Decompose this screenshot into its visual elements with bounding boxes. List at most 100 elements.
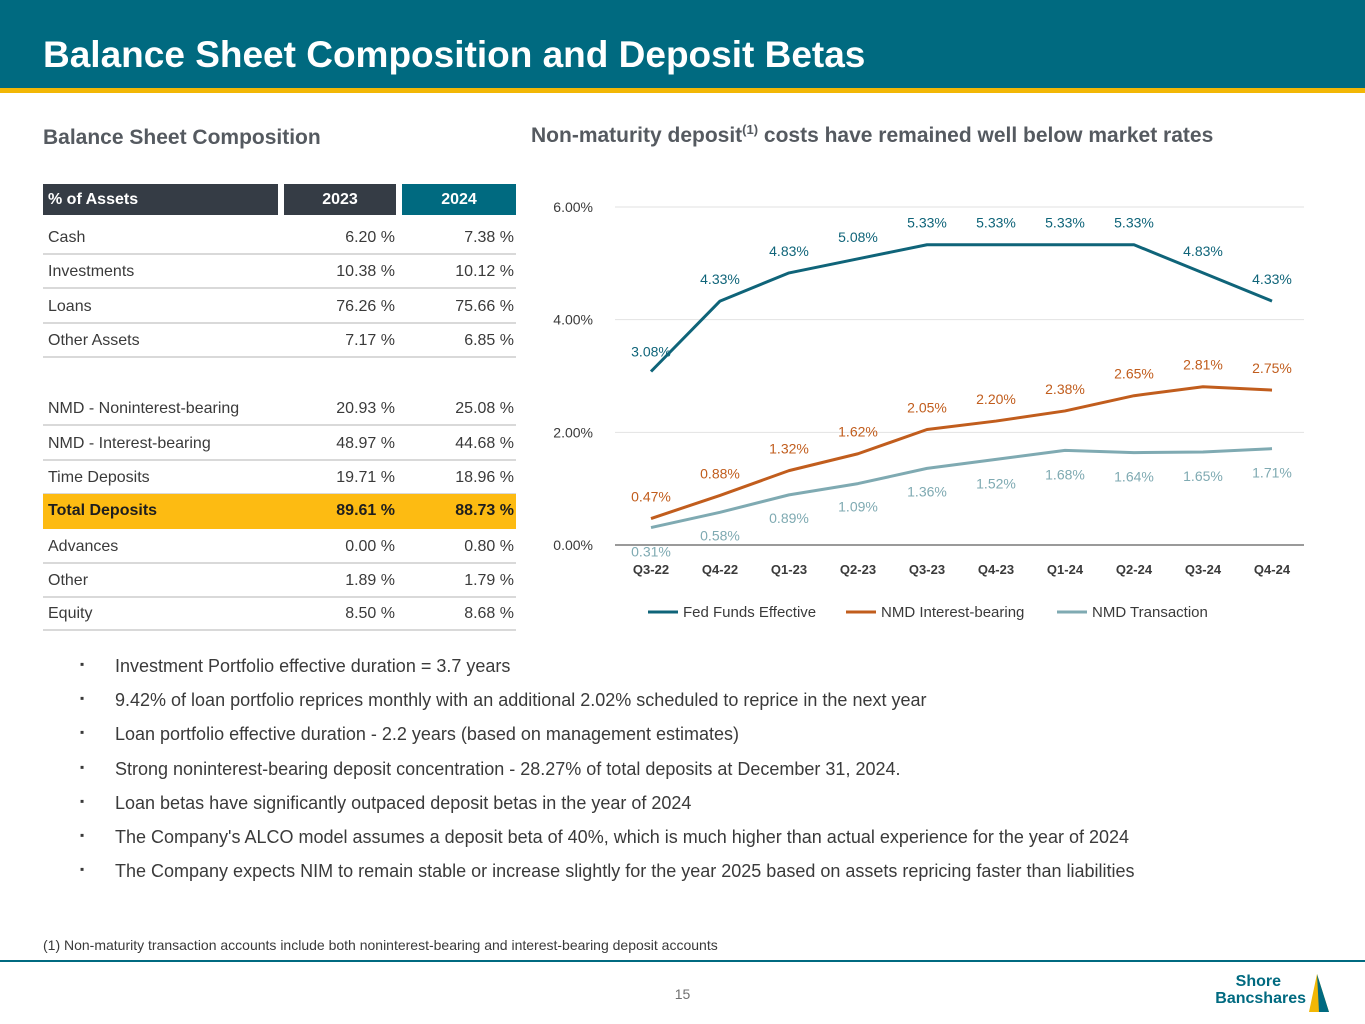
table-row-equity: Equity 8.50 % 8.68 % [43, 597, 516, 631]
row-label: Loans [48, 298, 92, 315]
y-tick-label: 2.00% [553, 424, 593, 440]
value-2023: 19.71 % [336, 469, 395, 486]
value-2024: 8.68 % [464, 605, 514, 622]
x-tick-label: Q1-24 [1047, 562, 1084, 577]
data-label: 2.65% [1114, 366, 1154, 382]
table-header-label: % of Assets [43, 184, 278, 215]
value-2024: 44.68 % [455, 435, 514, 452]
page-title: Balance Sheet Composition and Deposit Be… [43, 34, 866, 75]
value-2024: 10.12 % [455, 263, 514, 280]
table-row-other: Other 1.89 % 1.79 % [43, 564, 516, 598]
data-label: 2.20% [976, 391, 1016, 407]
data-label: 1.62% [838, 424, 878, 440]
deposit-cost-line-chart: 0.00% 2.00% 4.00% 6.00% Q3-22 Q4-22 Q1-23 Q2-23… [553, 199, 1304, 621]
table-header-2023: 2023 [284, 184, 396, 215]
row-label: Investments [48, 263, 135, 280]
data-label: 1.65% [1183, 468, 1223, 484]
company-logo: Shore Bancshares [1215, 972, 1333, 1016]
value-2023: 7.17 % [345, 332, 395, 349]
bullet-marker: ▪ [80, 793, 85, 808]
footnote: (1) Non-maturity transaction accounts in… [43, 937, 718, 953]
bullet-marker: ▪ [80, 725, 85, 740]
value-2024: 18.96 % [455, 469, 514, 486]
data-label: 1.36% [907, 483, 947, 499]
legend-label: NMD Transaction [1092, 604, 1208, 621]
bullet-marker: ▪ [80, 691, 85, 706]
row-label: Time Deposits [48, 469, 150, 486]
bullet-marker: ▪ [80, 759, 85, 774]
bullet-marker: ▪ [80, 862, 85, 877]
data-label: 4.83% [769, 243, 809, 259]
value-2024: 7.38 % [464, 229, 514, 246]
data-label: 3.08% [631, 343, 671, 359]
data-label: 2.05% [907, 400, 947, 416]
data-label: 1.68% [1045, 466, 1085, 482]
bullet-marker: ▪ [80, 657, 85, 671]
x-tick-label: Q3-22 [633, 562, 669, 577]
table-row-nmd-noninterest-bearing: NMD - Noninterest-bearing 20.93 % 25.08 … [43, 392, 516, 426]
data-label: 5.33% [1045, 215, 1085, 231]
table-row-nmd-interest-bearing: NMD - Interest-bearing 48.97 % 44.68 % [43, 427, 516, 461]
row-label: Cash [48, 229, 86, 246]
x-tick-label: Q2-23 [840, 562, 876, 577]
table-row-loans: Loans 76.26 % 75.66 % [43, 290, 516, 324]
data-label: 5.33% [976, 215, 1016, 231]
title-bar [0, 0, 1365, 88]
data-label: 5.33% [907, 215, 947, 231]
row-label: Other Assets [48, 332, 140, 349]
row-label: Total Deposits [48, 502, 158, 519]
data-label: 1.32% [769, 441, 809, 457]
row-label: NMD - Interest-bearing [48, 435, 211, 452]
data-label: 1.52% [976, 475, 1016, 491]
y-tick-label: 0.00% [553, 537, 593, 553]
data-label: 5.33% [1114, 215, 1154, 231]
value-2024: 1.79 % [464, 572, 514, 589]
data-label: 2.75% [1252, 360, 1292, 376]
data-label: 1.09% [838, 499, 878, 515]
data-label: 1.71% [1252, 465, 1292, 481]
row-label: Other [48, 572, 89, 589]
y-tick-label: 6.00% [553, 199, 593, 215]
data-label: 0.58% [700, 527, 740, 543]
x-tick-label: Q4-22 [702, 562, 738, 577]
logo-text-line1: Shore [1235, 973, 1281, 990]
data-label: 2.38% [1045, 381, 1085, 397]
value-2023: 8.50 % [345, 605, 395, 622]
x-tick-label: Q3-24 [1185, 562, 1222, 577]
value-2023: 6.20 % [345, 229, 395, 246]
data-label: 2.81% [1183, 357, 1223, 373]
sailboat-icon [1309, 974, 1329, 1012]
value-2024: 25.08 % [455, 400, 514, 417]
x-tick-label: Q4-23 [978, 562, 1014, 577]
y-tick-label: 4.00% [553, 312, 593, 328]
value-2024: 88.73 % [455, 502, 514, 519]
row-label: Equity [48, 605, 93, 622]
value-2023: 0.00 % [345, 538, 395, 555]
row-label: NMD - Noninterest-bearing [48, 400, 240, 417]
page-number: 15 [674, 986, 691, 1002]
data-label: 1.64% [1114, 469, 1154, 485]
value-2023: 76.26 % [336, 298, 395, 315]
x-tick-label: Q4-24 [1254, 562, 1291, 577]
data-label: 4.83% [1183, 243, 1223, 259]
value-2024: 75.66 % [455, 298, 514, 315]
x-tick-label: Q2-24 [1116, 562, 1153, 577]
series-line-nmd-interest-bearing [650, 385, 1273, 520]
logo-text-line2: Bancshares [1215, 990, 1306, 1007]
table-header-2024: 2024 [402, 184, 516, 215]
table-row-cash: Cash 6.20 % 7.38 % [43, 221, 516, 255]
row-label: Advances [48, 538, 119, 555]
data-label: 0.89% [769, 510, 809, 526]
data-label: 0.47% [631, 489, 671, 505]
data-label: 0.88% [700, 465, 740, 481]
table-row-advances: Advances 0.00 % 0.80 % [43, 530, 516, 564]
table-row-time-deposits: Time Deposits 19.71 % 18.96 % [43, 461, 516, 495]
table-row-other-assets: Other Assets 7.17 % 6.85 % [43, 324, 516, 358]
x-tick-label: Q1-23 [771, 562, 807, 577]
series-line-nmd-transaction [650, 447, 1273, 530]
legend-label: NMD Interest-bearing [881, 604, 1024, 621]
value-2023: 10.38 % [336, 263, 395, 280]
value-2023: 20.93 % [336, 400, 395, 417]
legend-label: Fed Funds Effective [683, 604, 816, 621]
footer-rule [0, 960, 1365, 962]
